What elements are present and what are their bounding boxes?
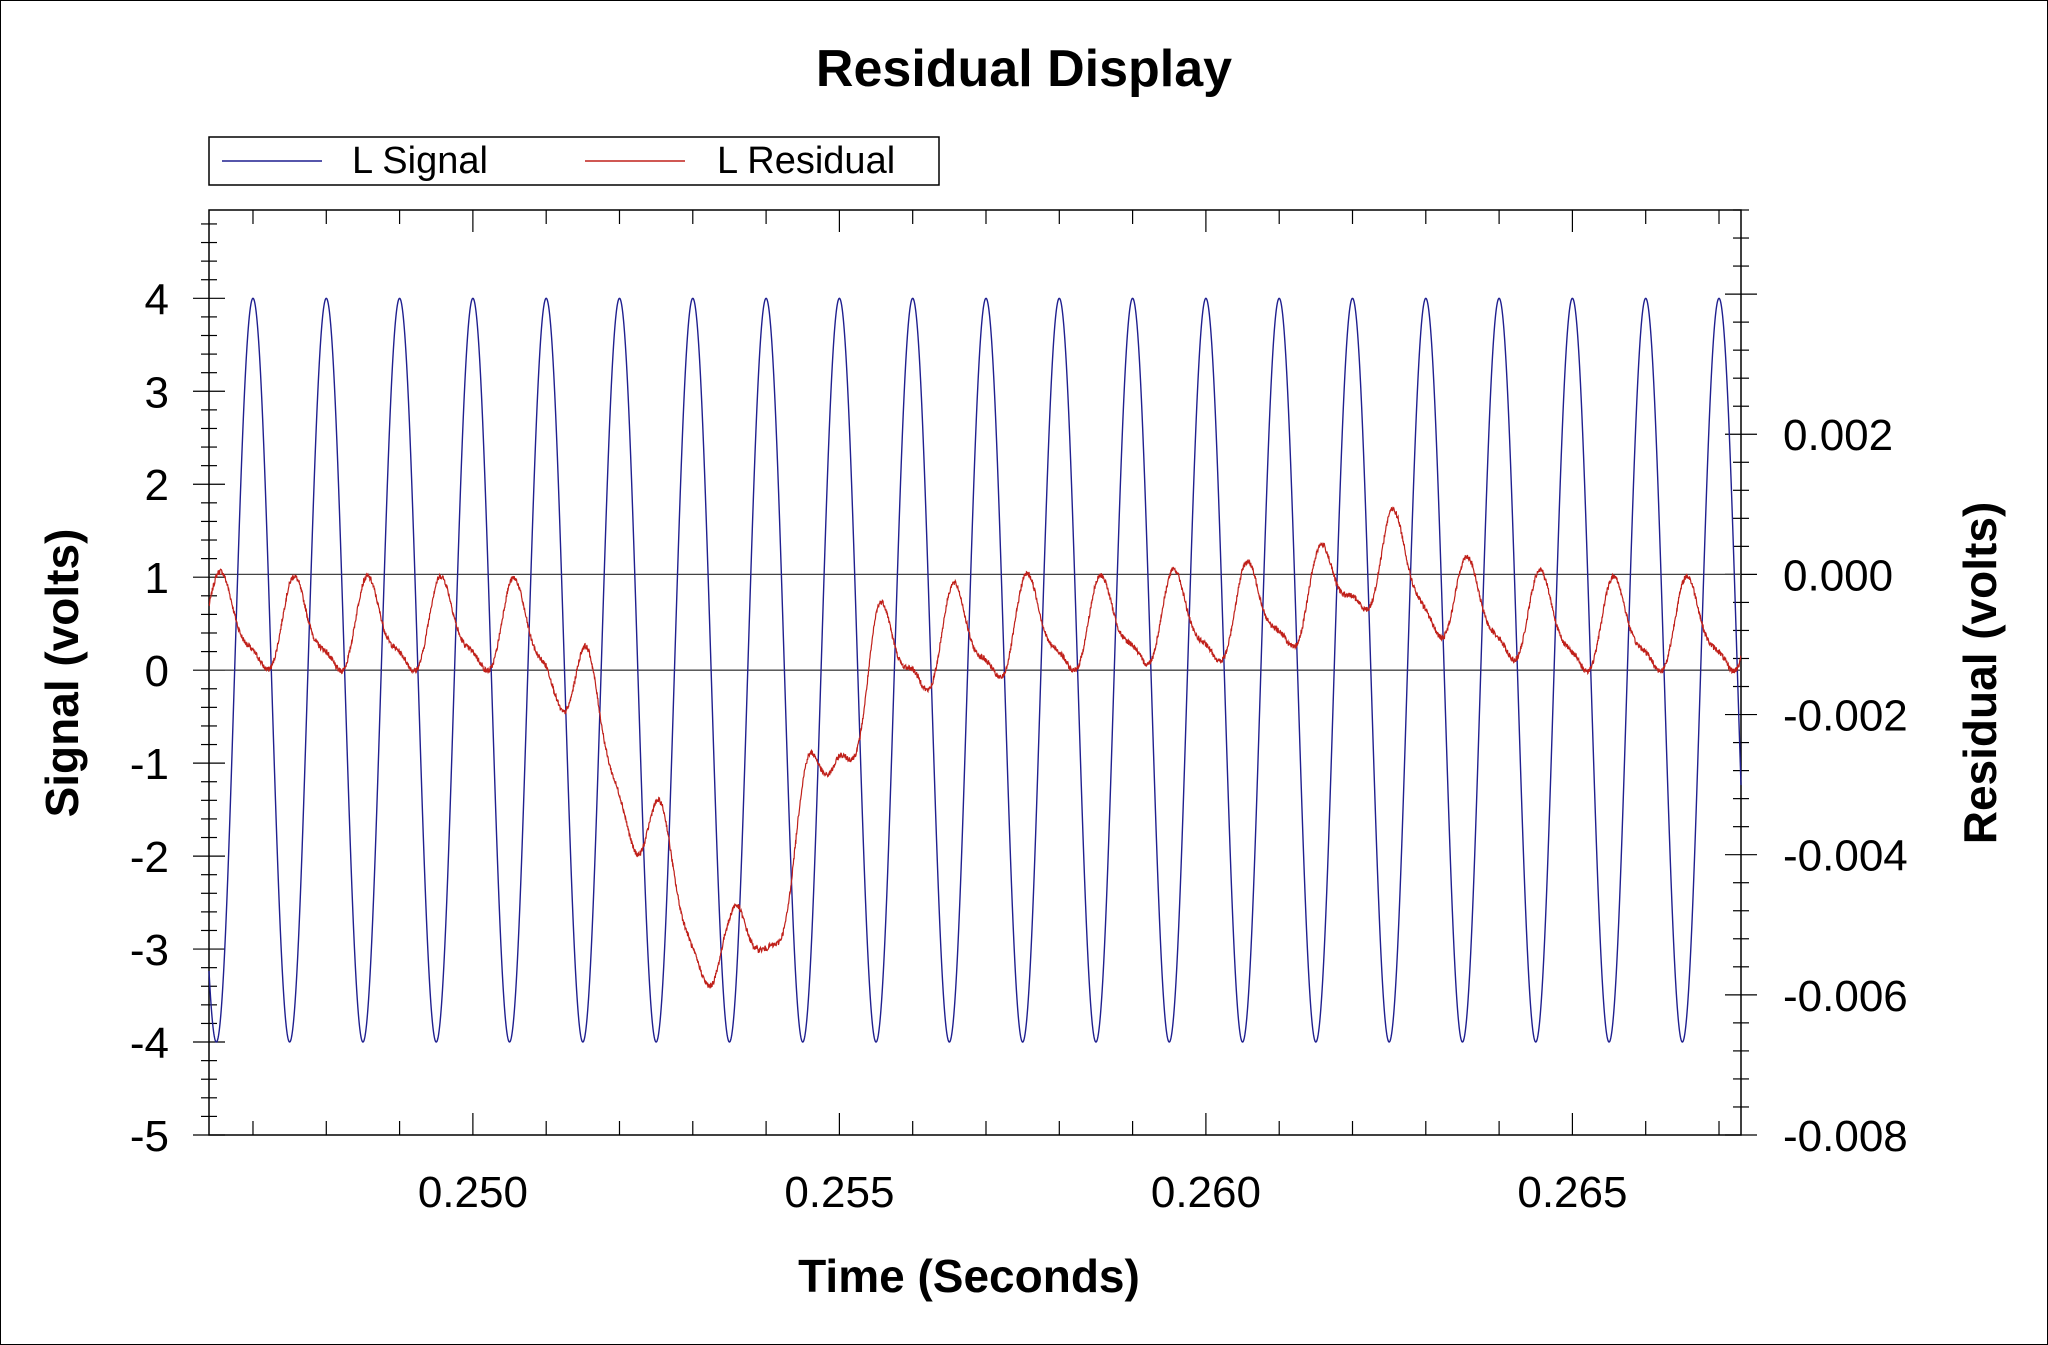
y-tick-label: -5 [130,1112,169,1161]
y-tick-label: 1 [145,554,169,603]
y-tick-label: 0 [145,647,169,696]
plot-border [208,209,1742,1136]
y2-tick-label: -0.004 [1783,832,1908,881]
legend-label-l-residual: L Residual [717,140,895,182]
y-tick-label: 4 [145,275,169,324]
x-tick-label: 0.255 [784,1168,894,1217]
x-tick-label: 0.260 [1151,1168,1261,1217]
y2-tick-label: 0.000 [1783,551,1893,600]
y2-tick-label: -0.002 [1783,692,1908,741]
y-axis-label: Signal (volts) [36,529,88,818]
plot-area: 4 3 2 1 0 -1 -2 -3 -4 -5 0.002 0.000 -0.002 -0.004 -0.… [130,209,1908,1217]
series-line-l-residual [208,506,1742,989]
y-tick-label: -4 [130,1019,169,1068]
y2-tick-label: -0.008 [1783,1112,1908,1161]
y-tick-label: 2 [145,461,169,510]
x-tick-label: 0.250 [418,1168,528,1217]
series-line-l-signal [208,297,1742,1043]
y2-axis-label: Residual (volts) [1954,502,2006,845]
chart-title: Residual Display [816,40,1232,98]
y-tick-label: -2 [130,833,169,882]
legend-box [208,136,940,186]
legend: L Signal L Residual [208,136,940,186]
y2-tick-label: 0.002 [1783,411,1893,460]
legend-label-l-signal: L Signal [352,140,488,182]
y-tick-label: 3 [145,368,169,417]
x-axis-label: Time (Seconds) [798,1250,1140,1302]
x-tick-label: 0.265 [1517,1168,1627,1217]
y-tick-label: -1 [130,740,169,789]
y-tick-label: -3 [130,926,169,975]
y2-tick-label: -0.006 [1783,972,1908,1021]
